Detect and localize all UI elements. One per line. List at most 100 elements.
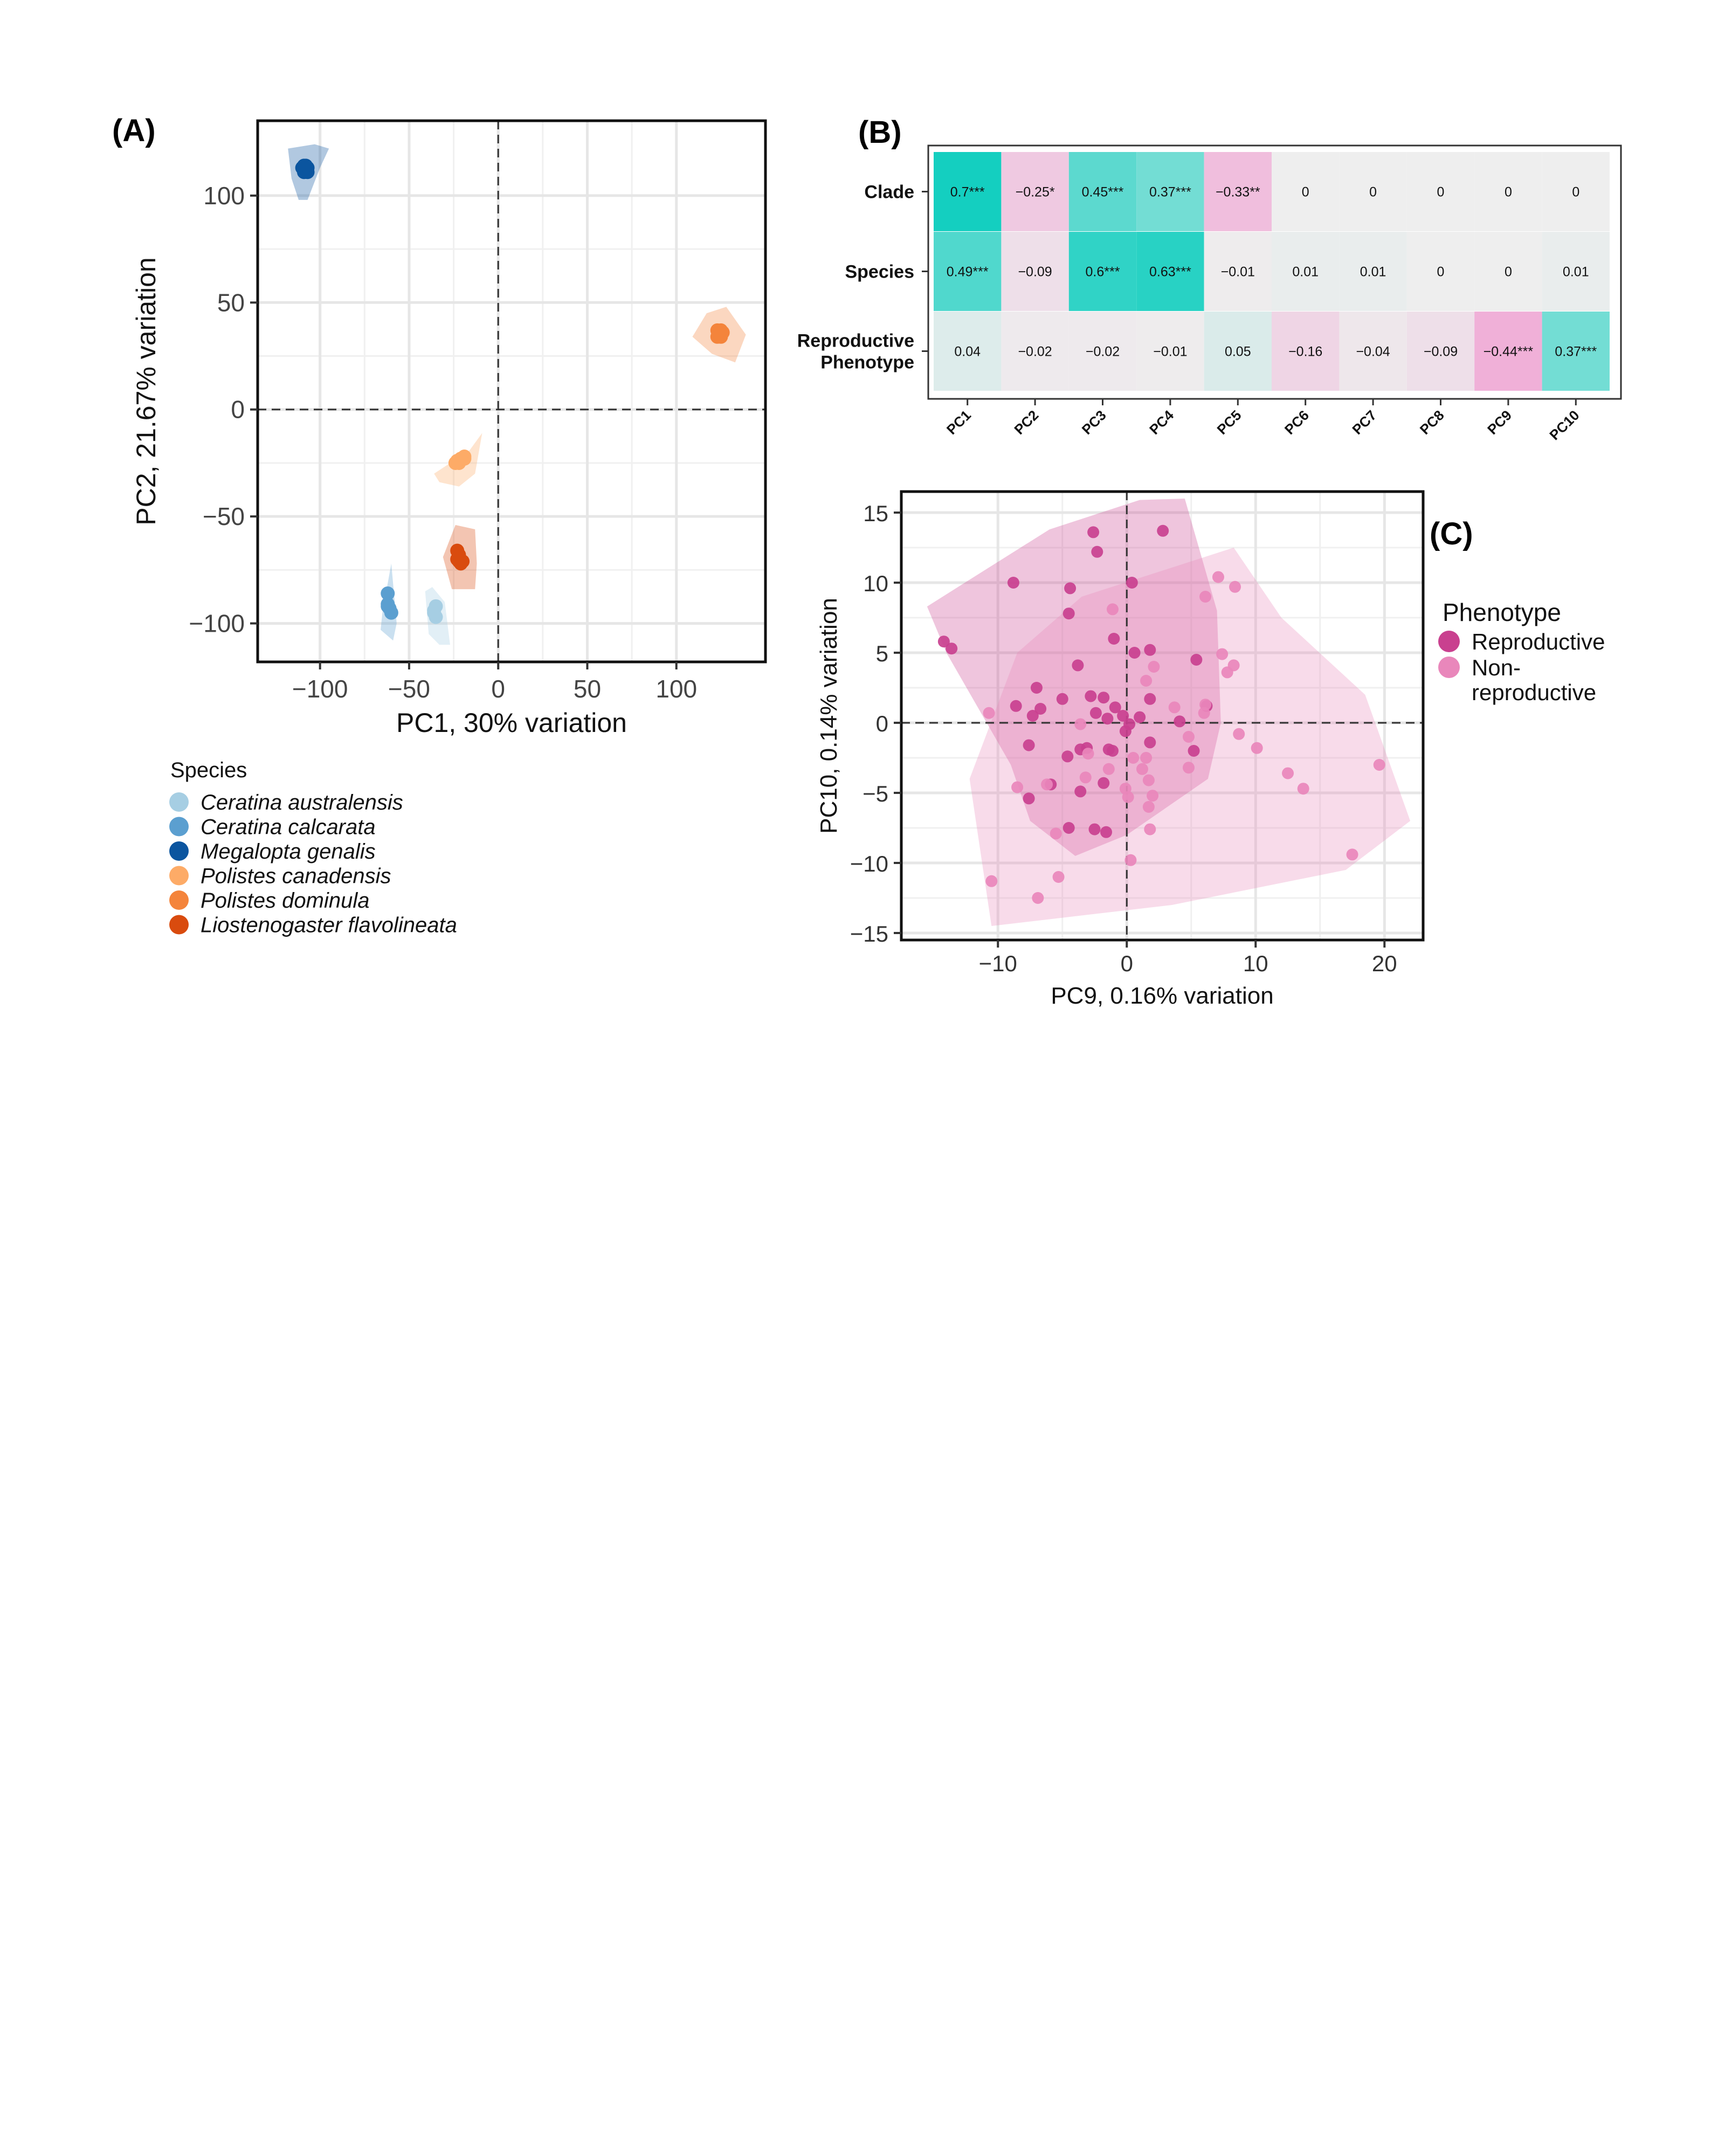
heatmap-cell-label: 0.37*** xyxy=(1149,185,1191,200)
heatmap-cell xyxy=(1272,312,1340,391)
data-point xyxy=(1148,661,1160,673)
heatmap-cell-label: 0 xyxy=(1572,185,1579,200)
legend-label: Ceratina australensis xyxy=(201,791,403,814)
data-point xyxy=(1157,524,1169,537)
data-point xyxy=(1142,801,1155,813)
heatmap-cell xyxy=(1204,152,1272,231)
data-point xyxy=(1041,778,1053,791)
panel-c-y-axis-label: PC10, 0.14% variation xyxy=(816,598,842,834)
data-point xyxy=(1233,728,1245,740)
data-point xyxy=(1087,526,1100,538)
data-point xyxy=(1126,577,1138,589)
heatmap-cell-label: −0.02 xyxy=(1018,344,1052,360)
data-point xyxy=(1010,700,1022,712)
heatmap-cell xyxy=(1339,152,1407,231)
heatmap-cell-label: 0 xyxy=(1505,185,1512,200)
data-point xyxy=(1282,767,1294,779)
data-point xyxy=(453,452,468,466)
heatmap-cell-label: 0 xyxy=(1505,265,1512,280)
data-point xyxy=(714,323,728,337)
heatmap-cell xyxy=(1204,232,1272,311)
heatmap-cell-label: −0.44*** xyxy=(1484,344,1534,360)
heatmap-cell-label: 0.63*** xyxy=(1149,265,1191,280)
data-point xyxy=(1106,603,1119,616)
data-point xyxy=(1144,644,1156,656)
data-point xyxy=(1174,715,1186,728)
heatmap-cell-label: 0 xyxy=(1437,185,1445,200)
y-tick-label: 15 xyxy=(863,501,888,526)
panel-label-a: (A) xyxy=(112,113,156,148)
data-point xyxy=(1079,771,1092,784)
data-point xyxy=(1034,703,1047,715)
data-point xyxy=(1227,659,1240,672)
data-point xyxy=(1140,675,1153,687)
data-point xyxy=(1085,690,1097,702)
data-point xyxy=(1199,591,1212,603)
heatmap-cell xyxy=(1474,312,1542,391)
y-tick-label: 100 xyxy=(203,182,245,210)
data-point xyxy=(381,599,395,613)
y-tick-label: −10 xyxy=(850,851,888,876)
panel-c-ticks: −10 0 10 20 15 10 5 0 −5 −10 −15 xyxy=(850,501,1397,976)
legend-label: Polistes canadensis xyxy=(201,865,391,888)
panel-a-frame xyxy=(256,119,767,664)
y-tick-label: 10 xyxy=(863,571,888,596)
heatmap-cell xyxy=(1474,152,1542,231)
heatmap-row-label: Reproductive xyxy=(797,331,914,351)
panel-b-cells: 0.7*** −0.25* 0.45*** 0.37*** −0.33** 0 0 0 0 0 0.… xyxy=(934,152,1610,391)
heatmap-cell xyxy=(1272,232,1340,311)
heatmap-cell-label: 0.05 xyxy=(1225,344,1251,360)
legend-label: Polistes dominula xyxy=(201,889,370,913)
heatmap-cell xyxy=(1339,232,1407,311)
data-point xyxy=(983,707,995,719)
x-tick-label: 0 xyxy=(491,675,505,703)
heatmap-cell xyxy=(1204,312,1272,391)
data-point xyxy=(1062,607,1075,620)
x-tick-label: 50 xyxy=(574,675,601,703)
panel-label-b: (B) xyxy=(858,115,902,150)
heatmap-column-label: PC8 xyxy=(1417,407,1447,438)
panel-a-scatter: −100 −50 0 50 100 100 50 0 −50 −100 PC1, 30% vari… xyxy=(131,119,767,738)
heatmap-column-label: PC5 xyxy=(1214,407,1245,438)
data-point xyxy=(1011,781,1024,793)
data-point xyxy=(1098,692,1110,704)
panel-a-reference-lines xyxy=(258,121,765,662)
heatmap-cell xyxy=(1542,152,1610,231)
data-point xyxy=(1142,774,1155,786)
data-point xyxy=(1032,892,1044,904)
legend-label: Ceratina calcarata xyxy=(201,816,376,839)
legend-label: Reproductive xyxy=(1472,629,1605,654)
data-point xyxy=(1091,545,1103,558)
data-point xyxy=(1144,736,1156,749)
data-point xyxy=(1050,827,1062,840)
data-point xyxy=(1089,707,1102,719)
panel-c-x-axis-label: PC9, 0.16% variation xyxy=(1051,983,1273,1009)
heatmap-cell xyxy=(1406,152,1475,231)
data-point xyxy=(299,158,313,173)
panel-c-hulls xyxy=(927,499,1411,926)
data-point xyxy=(1088,823,1101,835)
x-tick-label: 100 xyxy=(656,675,697,703)
x-tick-label: 0 xyxy=(1121,951,1133,976)
data-point xyxy=(1072,659,1084,672)
legend-label: Non- xyxy=(1472,655,1521,680)
data-point xyxy=(1229,581,1241,593)
panel-a-ticks: −100 −50 0 50 100 100 50 0 −50 −100 xyxy=(189,182,697,703)
heatmap-cell xyxy=(1406,312,1475,391)
heatmap-row-label: Species xyxy=(845,262,914,282)
data-point xyxy=(1134,711,1146,723)
x-tick-label: −100 xyxy=(292,675,348,703)
panel-c-legend-title: Phenotype xyxy=(1443,598,1561,626)
data-point xyxy=(1023,739,1035,751)
data-point xyxy=(946,642,958,655)
heatmap-cell-label: 0.37*** xyxy=(1555,344,1597,360)
data-point xyxy=(1127,752,1140,764)
data-point xyxy=(1373,759,1385,771)
data-point xyxy=(1082,748,1094,760)
data-point xyxy=(1144,693,1156,705)
data-point xyxy=(1144,823,1156,835)
heatmap-cell-label: 0 xyxy=(1369,185,1377,200)
legend-key xyxy=(169,792,189,812)
